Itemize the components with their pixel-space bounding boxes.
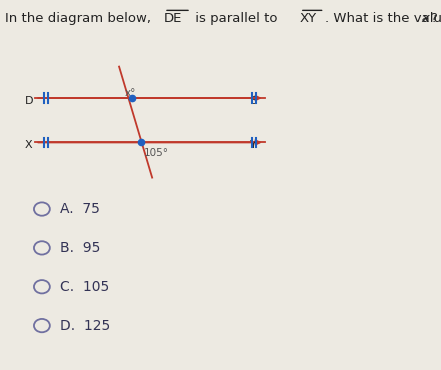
Text: D.  125: D. 125: [60, 319, 110, 333]
Text: E: E: [250, 96, 257, 107]
Text: is parallel to: is parallel to: [191, 12, 282, 25]
Text: Y: Y: [250, 140, 257, 151]
Text: . What is the value of: . What is the value of: [325, 12, 441, 25]
Text: DE: DE: [164, 12, 183, 25]
Text: D: D: [24, 96, 33, 107]
Text: A.  75: A. 75: [60, 202, 99, 216]
Text: ?: ?: [430, 12, 437, 25]
Text: x°: x°: [124, 88, 136, 98]
Text: In the diagram below,: In the diagram below,: [5, 12, 156, 25]
Text: C.  105: C. 105: [60, 280, 109, 294]
Text: 105°: 105°: [143, 148, 168, 158]
Text: X: X: [25, 140, 33, 151]
Text: XY: XY: [300, 12, 317, 25]
Text: B.  95: B. 95: [60, 241, 100, 255]
Text: x: x: [421, 12, 429, 25]
